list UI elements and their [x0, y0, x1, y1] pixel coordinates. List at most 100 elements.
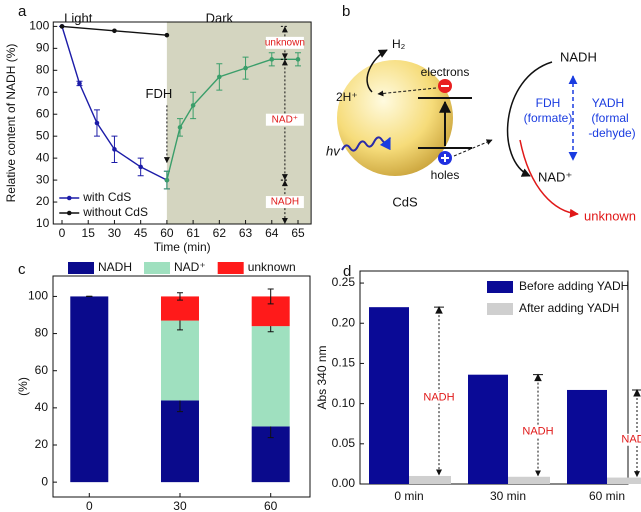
plot-frame — [52, 21, 312, 225]
y-tick-label: 100 — [29, 19, 49, 33]
data-point — [190, 103, 196, 108]
bar-segment — [160, 400, 199, 483]
arrow-cap — [632, 388, 641, 397]
panel-label: b — [342, 3, 350, 20]
y-tick-label: 0.15 — [332, 356, 356, 370]
x-tick-label: 0 — [86, 499, 93, 512]
y-tick-label: 0.25 — [332, 275, 356, 289]
x-tick-label: 45 — [134, 226, 148, 240]
panel-label: d — [343, 263, 351, 280]
y-axis-title: (%) — [16, 377, 30, 396]
bar — [508, 476, 550, 484]
legend-label: unknown — [248, 260, 296, 274]
y-tick-label: 40 — [36, 150, 50, 164]
error-bar — [176, 292, 183, 301]
legend-label: without CdS — [82, 205, 148, 219]
electrons-label: electrons — [421, 65, 470, 79]
y-tick-label: 30 — [36, 172, 50, 186]
bar-segment — [160, 320, 199, 401]
x-tick-label: 63 — [239, 226, 253, 240]
y-tick-label: 90 — [36, 41, 50, 55]
y-tick-label: 40 — [35, 400, 49, 414]
legend-marker — [66, 195, 72, 201]
hv-label: hv — [326, 143, 341, 158]
proton-label: 2H⁺ — [336, 90, 358, 104]
bar-segment — [251, 326, 290, 427]
bar — [369, 307, 409, 484]
legend-swatch — [487, 281, 513, 293]
y-tick-label: 20 — [36, 194, 50, 208]
label-bg — [265, 113, 304, 126]
legend-swatch — [144, 262, 171, 274]
y-axis-title: Relative content of NADH (%) — [4, 44, 18, 203]
light-arrow — [341, 136, 391, 152]
x-tick-label: 30 min — [490, 489, 526, 503]
side-reaction-arrow — [519, 139, 579, 218]
data-point — [112, 147, 117, 152]
x-tick-label: 60 — [160, 226, 174, 240]
data-point — [77, 81, 82, 86]
cds-label: CdS — [392, 194, 418, 209]
bar-segment — [70, 296, 109, 483]
data-point — [243, 65, 248, 71]
data-point — [217, 74, 222, 80]
annotation: NADH — [522, 426, 553, 438]
arrow-cap — [434, 306, 444, 314]
y-tick-label: 70 — [36, 84, 50, 98]
error-bar — [267, 288, 274, 305]
dehyde-label: -dehyde) — [588, 126, 635, 140]
bar — [567, 389, 607, 484]
legend-marker — [66, 210, 72, 216]
annotation: Light — [64, 10, 93, 25]
series-line — [61, 26, 168, 181]
data-point — [177, 125, 183, 130]
panel-label: c — [18, 261, 26, 278]
legend-swatch — [487, 303, 513, 315]
x-axis-title: Time (min) — [154, 240, 211, 254]
x-tick-label: 60 — [264, 499, 278, 512]
plus-sign — [441, 154, 449, 162]
data-point — [269, 57, 275, 62]
legend-label: After adding YADH — [519, 301, 619, 315]
legend-swatch — [68, 262, 94, 274]
data-point — [164, 177, 170, 183]
plot-frame — [52, 275, 311, 498]
annotation: NADH — [271, 197, 299, 208]
y-axis-title: Abs 340 nm — [315, 345, 329, 409]
y-tick-label: 0.00 — [332, 476, 356, 490]
annotation: NADH — [621, 434, 641, 446]
fdh-label: FDH — [536, 96, 561, 110]
y-tick-label: 10 — [36, 216, 50, 230]
y-tick-label: 0.10 — [332, 396, 356, 410]
label-bg — [421, 391, 457, 404]
label-bg — [265, 36, 304, 49]
legend-label: NAD⁺ — [174, 260, 206, 274]
yadh-label: YADH — [592, 96, 624, 110]
annotation: unknown — [265, 37, 305, 48]
bar — [409, 475, 451, 484]
nad-label: NAD⁺ — [538, 169, 572, 184]
x-tick-label: 61 — [186, 226, 200, 240]
h2-label: H₂ — [392, 37, 406, 51]
hole-transfer — [453, 139, 493, 157]
y-tick-label: 80 — [36, 62, 50, 76]
y-tick-label: 0 — [41, 474, 48, 488]
oxidation-arrow — [506, 61, 553, 177]
label-bg — [520, 425, 556, 438]
annotation: NAD⁺ — [272, 114, 298, 125]
label-bg — [619, 433, 641, 446]
annotation: FDH — [146, 86, 173, 101]
y-tick-label: 0.05 — [332, 436, 356, 450]
label-bg — [265, 196, 304, 209]
formal-label: (formal — [591, 111, 628, 125]
y-tick-label: 0.20 — [332, 315, 356, 329]
x-tick-label: 65 — [291, 226, 305, 240]
legend-label: Before adding YADH — [519, 279, 629, 293]
annotation: NADH — [423, 391, 454, 403]
formate-label: (formate) — [524, 111, 573, 125]
x-tick-label: 0 — [59, 226, 66, 240]
legend-label: with CdS — [82, 190, 131, 204]
x-tick-label: 64 — [265, 226, 279, 240]
x-tick-label: 30 — [108, 226, 122, 240]
